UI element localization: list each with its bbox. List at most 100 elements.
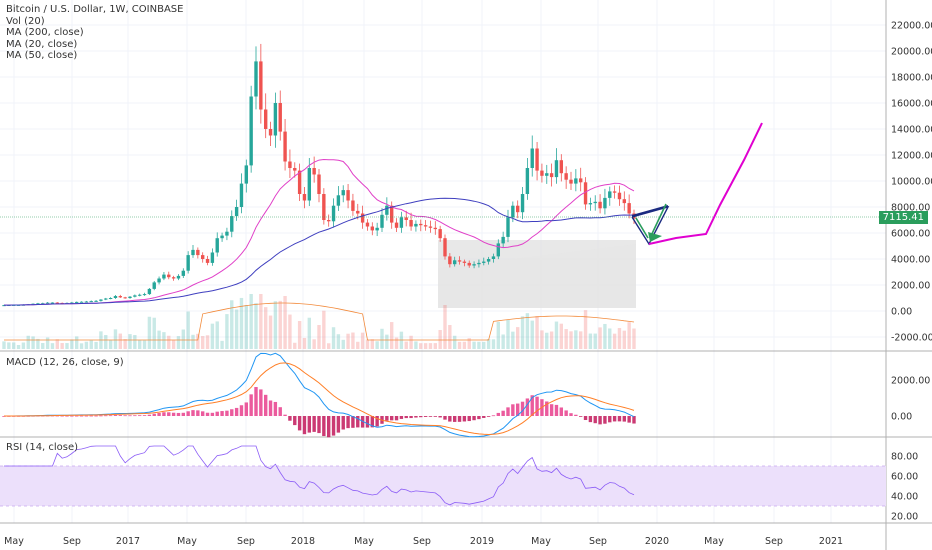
macd-hist-bar xyxy=(297,416,302,431)
volume-bar xyxy=(622,330,627,349)
candle-body xyxy=(448,256,452,265)
volume-bar xyxy=(205,335,210,349)
volume-bar xyxy=(225,314,229,349)
macd-hist-bar xyxy=(501,410,505,416)
candle-body xyxy=(351,200,355,211)
macd-hist-bar xyxy=(234,407,239,416)
volume-bar xyxy=(583,310,588,349)
macd-hist-bar xyxy=(438,416,442,418)
macd-hist-bar xyxy=(375,416,379,427)
volume-bar xyxy=(84,341,89,349)
macd-hist-bar xyxy=(104,415,108,417)
price-tick-label: 20000.00 xyxy=(891,47,932,58)
time-axis[interactable]: May Sep 2017 May Sep 2018 May Sep 2019 May Sep 2020… xyxy=(4,536,843,547)
volume-bar xyxy=(288,314,292,349)
macd-hist-bar xyxy=(385,416,389,421)
macd-hist-bar xyxy=(404,416,408,419)
volume-bar xyxy=(7,342,11,349)
macd-hist-bar xyxy=(55,415,60,417)
volume-bar xyxy=(341,339,345,349)
time-tick-label: May xyxy=(531,536,551,547)
candle-body xyxy=(215,238,219,253)
candle-body xyxy=(341,190,345,196)
volume-bar xyxy=(448,325,452,349)
candle-body xyxy=(622,199,627,204)
macd-hist-bar xyxy=(423,416,428,417)
candle-body xyxy=(104,298,108,300)
candle-body xyxy=(293,168,297,171)
volume-bar xyxy=(278,300,282,349)
ma50-indicator-label[interactable]: MA (50, close) xyxy=(6,50,78,61)
volume-bar xyxy=(409,335,413,349)
macd-hist-bar xyxy=(186,411,190,416)
volume-bar xyxy=(171,340,176,349)
macd-hist-bar xyxy=(428,416,433,417)
candle-body xyxy=(423,225,428,227)
volume-bar xyxy=(118,333,123,349)
volume-bar xyxy=(297,321,302,349)
candle-body xyxy=(137,294,142,296)
macd-hist-bar xyxy=(312,416,316,432)
macd-hist-bar xyxy=(225,410,229,416)
price-tick-label: 8000.00 xyxy=(891,203,930,214)
macd-hist-bar xyxy=(84,415,89,417)
macd-hist-bar xyxy=(419,416,423,418)
candle-body xyxy=(578,178,583,183)
rsi-label[interactable]: RSI (14, close) xyxy=(6,442,79,453)
volume-bar xyxy=(545,332,549,349)
macd-hist-bar xyxy=(152,413,156,416)
volume-bar xyxy=(2,341,6,349)
volume-bar xyxy=(482,341,486,349)
vol-indicator-label[interactable]: Vol (20) xyxy=(6,15,45,27)
candle-body xyxy=(220,235,224,239)
macd-hist-bar xyxy=(365,416,370,428)
volume-bar xyxy=(152,317,156,349)
macd-hist-bar xyxy=(336,416,341,433)
macd-tick-label: 0.00 xyxy=(891,412,912,423)
volume-bar xyxy=(147,316,152,349)
volume-bar xyxy=(501,334,505,349)
macd-hist-bar xyxy=(530,395,534,416)
macd-hist-bar xyxy=(496,412,501,416)
volume-bar xyxy=(16,345,21,349)
projection-line[interactable] xyxy=(648,122,763,245)
macd-label[interactable]: MACD (12, 26, close, 9) xyxy=(6,357,124,368)
volume-bar xyxy=(26,335,30,349)
volume-bar xyxy=(273,301,278,349)
ma200-indicator-label[interactable]: MA (200, close) xyxy=(6,27,84,38)
symbol-title[interactable]: Bitcoin / U.S. Dollar, 1W, COINBASE xyxy=(6,4,184,15)
price-axis[interactable]: 22000.00 20000.00 18000.00 16000.00 14000.00… xyxy=(891,21,932,523)
macd-hist-bar xyxy=(520,401,525,416)
ma20-indicator-label[interactable]: MA (20, close) xyxy=(6,38,78,50)
candle-body xyxy=(288,161,292,168)
macd-hist-bar xyxy=(511,404,515,416)
macd-hist-bar xyxy=(263,394,268,416)
macd-hist-bar xyxy=(196,410,200,416)
macd-hist-bar xyxy=(244,402,249,416)
macd-hist-bar xyxy=(598,416,602,425)
rsi-pane[interactable] xyxy=(0,445,886,507)
volume-bar xyxy=(559,323,564,349)
macd-hist-bar xyxy=(632,416,636,424)
candle-body xyxy=(89,301,93,303)
macd-hist-bar xyxy=(414,416,418,418)
price-pane[interactable] xyxy=(0,43,886,349)
volume-bar xyxy=(113,329,118,349)
macd-pane[interactable] xyxy=(2,352,636,438)
candle-body xyxy=(55,302,60,304)
macd-hist-bar xyxy=(472,416,476,421)
volume-bar xyxy=(312,339,316,349)
volume-bar xyxy=(530,320,534,349)
macd-hist-bar xyxy=(278,407,282,416)
candle-body xyxy=(157,278,161,283)
candle-body xyxy=(108,298,113,299)
volume-bar xyxy=(428,343,433,349)
volume-bar xyxy=(70,339,74,349)
candle-body xyxy=(99,299,103,301)
candle-body xyxy=(554,160,559,178)
triangle-upper-edge xyxy=(631,205,669,217)
macd-hist-bar xyxy=(569,413,573,416)
candle-body xyxy=(549,173,554,178)
macd-hist-bar xyxy=(612,416,617,422)
